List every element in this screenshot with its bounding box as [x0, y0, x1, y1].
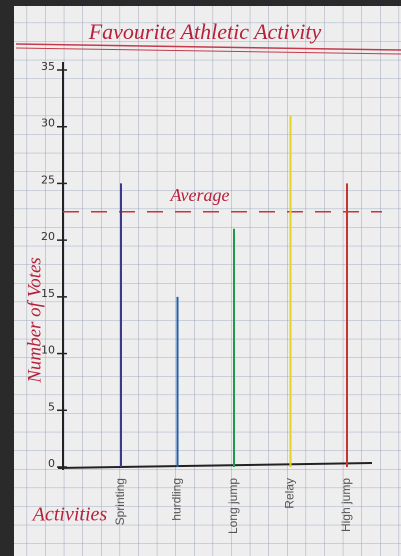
y-tick-label: 10 [41, 344, 55, 357]
y-tick-label: 25 [41, 173, 55, 186]
x-axis [57, 462, 373, 469]
title-rule [15, 43, 401, 51]
y-tick-label: 15 [41, 287, 55, 300]
graph-grid [14, 6, 401, 556]
y-tick-label: 30 [41, 117, 55, 130]
y-tick-label: 35 [41, 60, 55, 73]
x-axis-label: Activities [31, 504, 108, 526]
y-tick-label: 5 [48, 400, 55, 413]
average-label: Average [170, 185, 230, 205]
y-tick-label: 20 [41, 230, 55, 243]
chart-title: Favourite Athletic Activity [88, 19, 322, 44]
y-tick-label: 0 [48, 457, 55, 470]
x-tick-label: Sprinting [113, 478, 127, 525]
x-tick-label: Relay [283, 478, 297, 509]
x-tick-label: Long jump [226, 478, 240, 534]
x-tick-label: High jump [339, 478, 353, 532]
y-axis-label: Number of Votes [24, 257, 45, 384]
title-rule [15, 47, 401, 55]
x-tick-label: hurdling [170, 478, 184, 521]
